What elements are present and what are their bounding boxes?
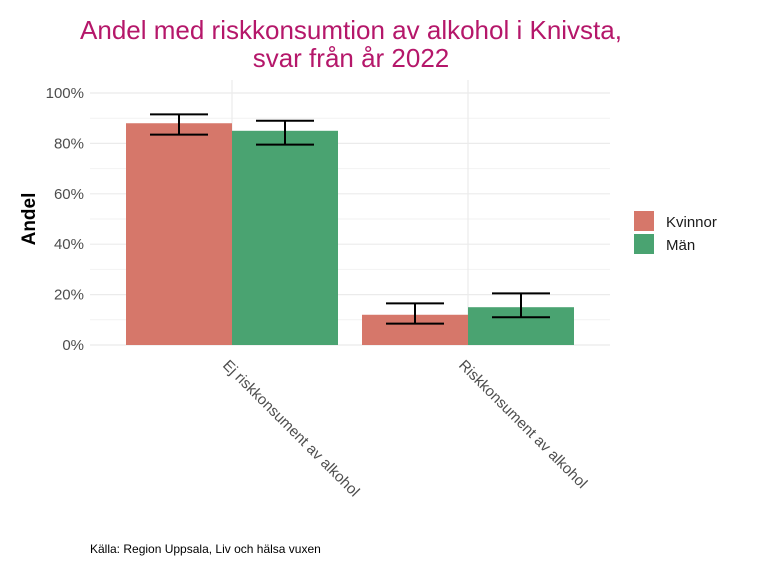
x-tick-label: Riskkonsument av alkohol — [455, 357, 590, 492]
y-axis-ticks: 0% 20% 40% 60% 80% 100% — [46, 85, 84, 354]
legend-swatch-kvinnor — [634, 211, 654, 231]
legend-label: Kvinnor — [666, 214, 717, 231]
y-axis-label: Andel — [19, 193, 40, 246]
y-tick-label: 40% — [54, 236, 84, 253]
x-tick-label: Ej riskkonsument av alkohol — [219, 357, 362, 500]
x-axis-ticks: Ej riskkonsument av alkohol Riskkonsument… — [219, 357, 590, 500]
chart-title-line-2: svar från år 2022 — [253, 43, 450, 73]
legend: Kvinnor Män — [634, 211, 717, 254]
y-tick-label: 20% — [54, 287, 84, 304]
y-tick-label: 60% — [54, 186, 84, 203]
y-tick-label: 100% — [46, 85, 84, 102]
bar-kvinnor-0 — [126, 123, 232, 346]
y-tick-label: 80% — [54, 135, 84, 152]
chart-title-line-1: Andel med riskkonsumtion av alkohol i Kn… — [80, 15, 622, 45]
caption: Källa: Region Uppsala, Liv och hälsa vux… — [90, 542, 321, 556]
bars — [126, 123, 574, 346]
legend-label: Män — [666, 237, 695, 254]
bar-män-0 — [232, 130, 338, 345]
y-tick-label: 0% — [62, 337, 84, 354]
legend-swatch-män — [634, 234, 654, 254]
error-bars — [150, 113, 550, 325]
